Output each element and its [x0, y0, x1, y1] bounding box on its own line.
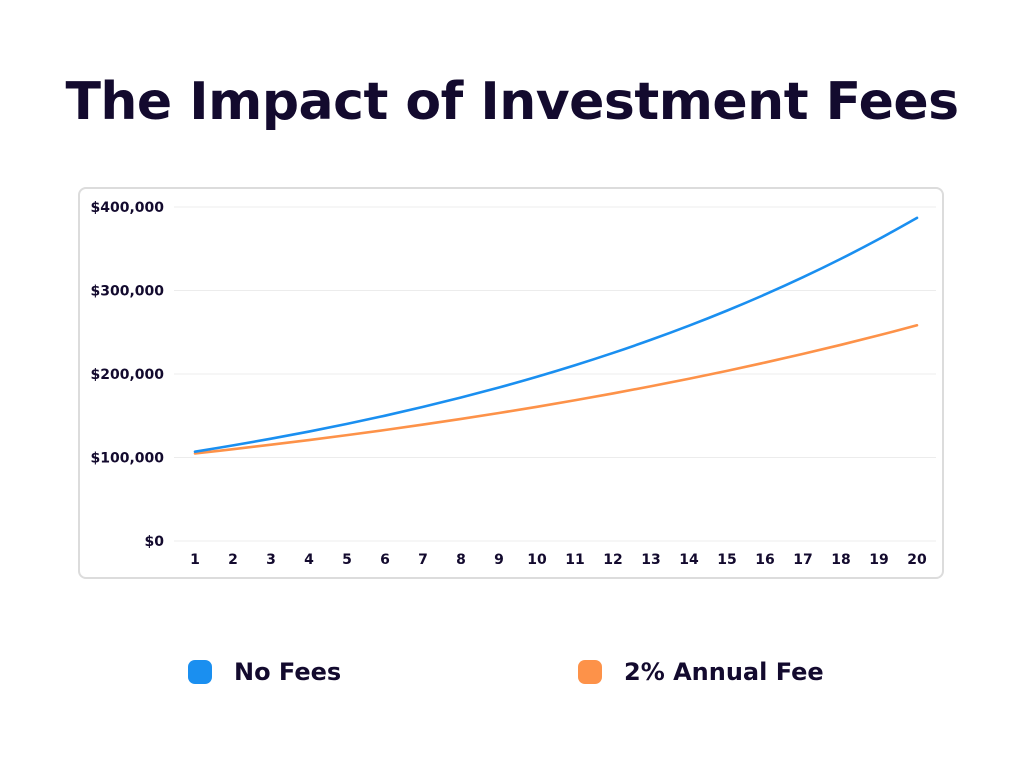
- legend-label-no-fees: No Fees: [234, 658, 342, 686]
- y-tick-label: $300,000: [90, 284, 164, 300]
- legend-swatch-no-fees: [188, 660, 212, 684]
- x-tick-label: 11: [565, 552, 584, 568]
- x-tick-label: 10: [527, 552, 547, 568]
- x-tick-label: 1: [190, 552, 200, 568]
- x-tick-label: 3: [266, 552, 276, 568]
- legend: No Fees 2% Annual Fee: [0, 658, 1024, 698]
- legend-label-annual-fee: 2% Annual Fee: [624, 658, 824, 686]
- y-tick-label: $0: [145, 534, 165, 550]
- chart-title: The Impact of Investment Fees: [65, 72, 959, 132]
- legend-swatch-annual-fee: [578, 660, 602, 684]
- series-line-2-annual-fee: [193, 323, 919, 455]
- x-tick-label: 15: [717, 552, 736, 568]
- x-tick-label: 12: [603, 552, 622, 568]
- x-tick-label: 7: [418, 552, 428, 568]
- x-tick-label: 6: [380, 552, 390, 568]
- x-tick-label: 4: [304, 552, 314, 568]
- series-line-no-fees: [193, 216, 919, 453]
- x-tick-label: 2: [228, 552, 238, 568]
- x-tick-label: 18: [831, 552, 850, 568]
- x-tick-label: 19: [869, 552, 888, 568]
- x-tick-label: 5: [342, 552, 352, 568]
- y-tick-label: $100,000: [90, 451, 164, 467]
- x-tick-label: 9: [494, 552, 504, 568]
- x-tick-label: 17: [793, 552, 812, 568]
- legend-item-annual-fee: 2% Annual Fee: [578, 658, 824, 686]
- x-tick-label: 16: [755, 552, 774, 568]
- x-tick-label: 14: [679, 552, 699, 568]
- x-tick-label: 13: [641, 552, 660, 568]
- y-tick-label: $200,000: [90, 367, 164, 383]
- x-tick-label: 8: [456, 552, 466, 568]
- legend-item-no-fees: No Fees: [188, 658, 341, 686]
- y-tick-label: $400,000: [90, 200, 164, 216]
- x-tick-label: 20: [907, 552, 927, 568]
